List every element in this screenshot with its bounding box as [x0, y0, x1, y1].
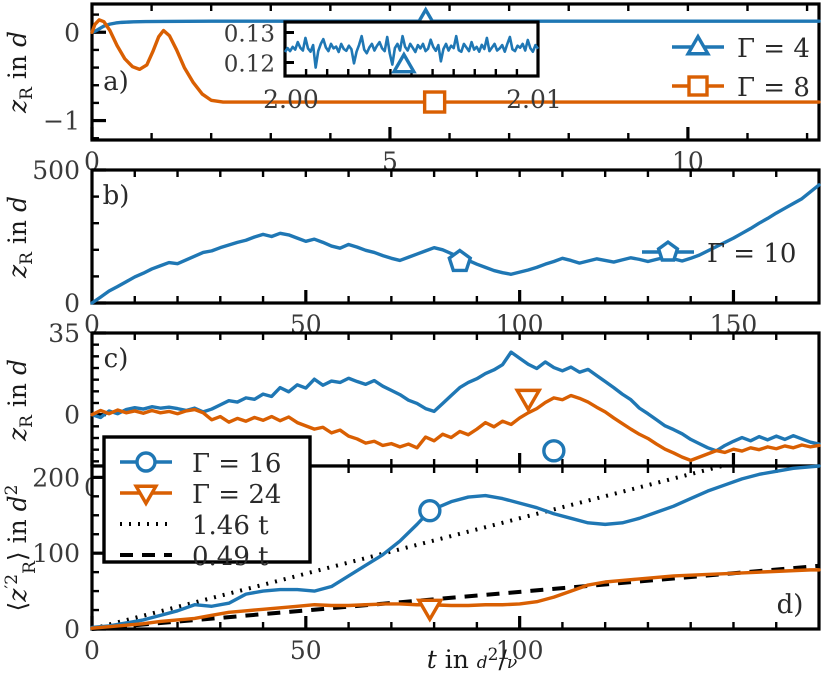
panel-d-yticklabel: 100	[32, 539, 80, 568]
panel-a-yticklabel: 0	[64, 18, 80, 47]
panel-a-label: a)	[103, 67, 129, 97]
legend-cd-box	[102, 435, 312, 564]
panel-c-series-0	[90, 350, 821, 453]
panel-a-inset-xticklabel: 2.01	[506, 85, 562, 114]
panel-c-ylabel: zR in d	[3, 359, 37, 442]
panel-c-label: c)	[104, 344, 129, 374]
panel-a-yticklabel: −1	[43, 107, 80, 136]
legend-cd-entry-0-marker	[135, 451, 157, 473]
panel-a-inset-yticklabel: 0.13	[224, 22, 275, 48]
panel-d-label: d)	[777, 590, 804, 620]
panel-a-series-1	[90, 18, 821, 104]
svg-text:zR in d: zR in d	[3, 196, 37, 279]
legend-a-entry-0-marker	[685, 33, 711, 56]
panel-a-inset-series	[283, 34, 540, 69]
legend-cd-entry-1-label: Γ = 24	[192, 480, 281, 510]
panel-d-ylabel: ⟨z′2R⟩ in d2	[2, 484, 40, 611]
legend-a-entry-1-marker	[687, 75, 709, 97]
panel-d-yticklabel: 200	[32, 463, 80, 492]
panel-c-series-1	[90, 393, 821, 463]
legend-cd-entry-2-label: 1.46 t	[192, 511, 269, 541]
panel-c-marker-0	[542, 439, 566, 463]
panel-a-ylabel: zR in d	[3, 31, 37, 114]
panel-d-series-0	[90, 464, 821, 630]
legend-b-entry-0-marker	[656, 239, 680, 262]
legend-cd-entry-0-label: Γ = 16	[192, 449, 281, 479]
svg-text:zR in d: zR in d	[3, 31, 37, 114]
svg-text:⟨z′2R⟩ in d2: ⟨z′2R⟩ in d2	[2, 484, 40, 611]
panel-d-marker-0	[418, 499, 442, 523]
panel-d-xticklabel: 50	[290, 636, 322, 665]
legend-cd-entry-3-label: 0.49 t	[192, 542, 269, 572]
panel-d-marker-1	[415, 598, 444, 623]
legend-a-entry-0-label: Γ = 4	[737, 34, 810, 64]
panel-b-label: b)	[103, 181, 130, 211]
panel-d-yticklabel: 0	[64, 615, 80, 644]
panel-a-inset-xticklabel: 2.00	[263, 85, 319, 114]
panel-d-series-1	[90, 568, 821, 630]
panel-d-fit-dashed	[91, 563, 820, 631]
panel-a-inset-marker	[391, 51, 417, 74]
panel-b-yticklabel: 0	[64, 289, 80, 318]
panel-a-inset-yticklabel: 0.12	[224, 52, 275, 78]
panel-a-series-0	[90, 19, 821, 34]
svg-text:zR in d: zR in d	[3, 359, 37, 442]
panel-c-yticklabel: 0	[64, 401, 80, 430]
panel-d-xlabel: t in d2/ν	[427, 645, 518, 674]
panel-b-marker-0	[447, 248, 473, 273]
panel-d-xticklabel: 100	[496, 636, 544, 665]
panel-a-marker-1	[422, 90, 447, 114]
legend-b-entry-0-label: Γ = 10	[707, 239, 796, 269]
panel-b-frame	[90, 168, 821, 305]
panel-b-ylabel: zR in d	[3, 196, 37, 279]
legend-a-entry-1-label: Γ = 8	[737, 73, 810, 103]
panel-b-yticklabel: 500	[32, 156, 80, 185]
panel-d-fit-dotted	[91, 464, 723, 631]
panel-c-marker-1	[514, 388, 543, 413]
legend-cd-entry-1-marker	[133, 484, 159, 507]
panel-c-yticklabel: 35	[48, 319, 80, 348]
panel-d-xticklabel: 0	[84, 636, 100, 665]
